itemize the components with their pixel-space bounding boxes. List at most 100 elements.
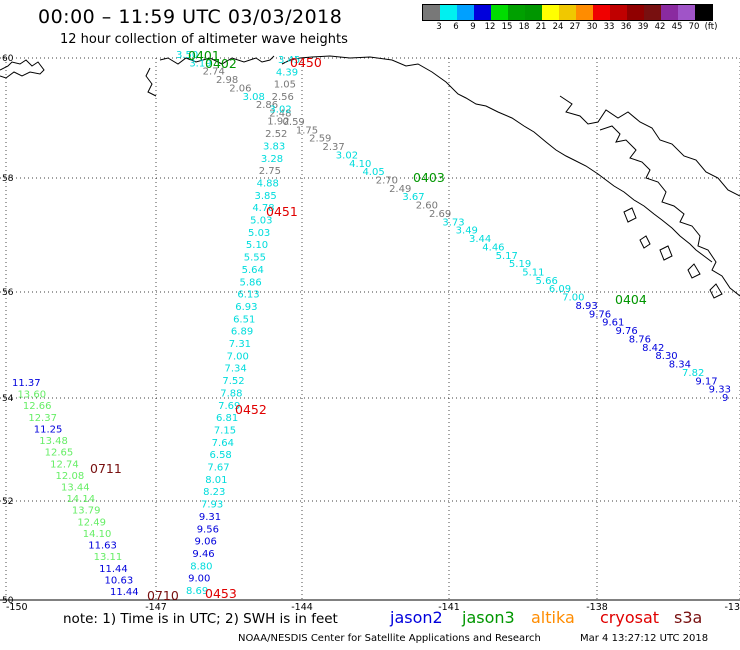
wave-height-value: 5.17 bbox=[496, 251, 518, 262]
wave-height-value: 9.61 bbox=[602, 318, 624, 329]
wave-height-value: 3.02 bbox=[336, 150, 358, 161]
legend-value: 3 bbox=[436, 22, 442, 32]
pass-time-label: 0401 bbox=[188, 48, 220, 63]
wave-height-value: 8.93 bbox=[576, 301, 598, 312]
wave-height-value: 9.00 bbox=[188, 574, 210, 585]
longitude-label: -141 bbox=[438, 602, 460, 613]
wave-height-value: 2.75 bbox=[259, 166, 281, 177]
wave-height-value: 2.59 bbox=[309, 134, 331, 145]
wave-height-value: 7.00 bbox=[227, 351, 249, 362]
wave-height-value: 8.69 bbox=[186, 586, 208, 597]
wave-height-value: 3.50 bbox=[176, 50, 198, 61]
legend-swatch bbox=[440, 5, 457, 20]
wave-height-value: 11.37 bbox=[12, 378, 41, 389]
wave-height-value: 2.48 bbox=[269, 109, 291, 120]
longitude-label: -138 bbox=[586, 602, 608, 613]
legend-value: 18 bbox=[518, 22, 530, 32]
latitude-labels: 60 58 56 54 52 50 bbox=[2, 54, 14, 606]
wave-height-value: 7.52 bbox=[222, 376, 244, 387]
wave-height-value: 3.85 bbox=[254, 191, 276, 202]
units-note: note: 1) Time is in UTC; 2) SWH is in fe… bbox=[63, 611, 338, 627]
wave-height-value: 3.49 bbox=[456, 226, 478, 237]
wave-height-value: 4.88 bbox=[257, 178, 279, 189]
legend-swatch bbox=[695, 5, 712, 20]
wave-height-value: 2.06 bbox=[229, 83, 251, 94]
wave-height-value: 12.08 bbox=[56, 471, 85, 482]
legend-color-bar bbox=[422, 4, 713, 21]
wave-height-value: 3.19 bbox=[189, 58, 211, 69]
wave-height-value: 5.64 bbox=[242, 265, 264, 276]
legend-value: 24 bbox=[552, 22, 564, 32]
coastline bbox=[0, 55, 740, 299]
wave-height-value: 12.37 bbox=[28, 413, 57, 424]
wave-height-value: 5.03 bbox=[250, 216, 272, 227]
pass-time-label: 0404 bbox=[615, 292, 647, 307]
color-legend: 3 6 9 12 15 18 21 24 27 30 33 36 39 42 45 70 (ft) bbox=[422, 4, 717, 33]
legend-swatch bbox=[576, 5, 593, 20]
satellite-s3a: s3a bbox=[674, 608, 703, 627]
wave-height-value: 7.34 bbox=[225, 364, 247, 375]
wave-height-value: 2.74 bbox=[203, 67, 225, 78]
wave-height-value: 2.86 bbox=[256, 100, 278, 111]
wave-height-value: 14.14 bbox=[66, 494, 95, 505]
legend-swatch bbox=[661, 5, 678, 20]
wave-height-value: 8.01 bbox=[205, 475, 227, 486]
wave-height-value: 4.78 bbox=[252, 203, 274, 214]
wave-height-value: 13.11 bbox=[94, 552, 123, 563]
wave-height-value: 5.55 bbox=[244, 253, 266, 264]
latitude-label: 54 bbox=[2, 394, 14, 404]
wave-height-value: 7.00 bbox=[562, 293, 584, 304]
wave-height-value: 1.75 bbox=[296, 125, 318, 136]
wave-height-value: 2.56 bbox=[272, 92, 294, 103]
legend-value: 27 bbox=[569, 22, 581, 32]
legend-value: 39 bbox=[637, 22, 649, 32]
legend-swatch bbox=[457, 5, 474, 20]
wave-height-value: 12.65 bbox=[45, 448, 74, 459]
longitude-label: -13 bbox=[724, 602, 740, 613]
wave-height-value: 13.44 bbox=[61, 483, 90, 494]
pass-time-label: 0710 bbox=[147, 588, 179, 603]
pass-time-label: 0402 bbox=[205, 56, 237, 71]
wave-height-value: 7.64 bbox=[212, 438, 234, 449]
legend-swatch bbox=[423, 5, 440, 20]
wave-height-value: 13.60 bbox=[17, 390, 46, 401]
wave-height-value: 4.46 bbox=[482, 242, 504, 253]
legend-swatch bbox=[491, 5, 508, 20]
altimeter-tracks: 3.503.192.742.982.063.082.862.480.591.75… bbox=[12, 50, 731, 598]
wave-height-value: 5.66 bbox=[536, 276, 558, 287]
coastline-kenai bbox=[159, 55, 275, 65]
track-a: 3.503.192.742.982.063.082.862.480.591.75… bbox=[176, 50, 731, 404]
latitude-label: 58 bbox=[2, 174, 14, 184]
wave-height-value: 6.13 bbox=[237, 290, 259, 301]
wave-height-value: 8.76 bbox=[629, 334, 651, 345]
wave-height-value: 10.63 bbox=[105, 575, 134, 586]
map-grid bbox=[0, 57, 740, 601]
track-c: 11.3713.6012.6612.3711.2513.4812.6512.74… bbox=[12, 378, 139, 598]
wave-height-value: 2.37 bbox=[322, 142, 344, 153]
legend-value: 21 bbox=[535, 22, 547, 32]
wave-height-value: 6.51 bbox=[233, 314, 255, 325]
pass-time-label: 0452 bbox=[235, 402, 267, 417]
wave-height-value: 4.10 bbox=[349, 159, 371, 170]
wave-height-value: 3.45 bbox=[278, 55, 300, 66]
track-b: 3.454.39 1.052.563.02 1.922.523.83 3.282.75… bbox=[186, 55, 300, 597]
latitude-label: 56 bbox=[2, 288, 14, 298]
coastline-southwest bbox=[0, 59, 45, 79]
legend-swatch bbox=[610, 5, 627, 20]
wave-height-value: 6.81 bbox=[216, 413, 238, 424]
wave-height-value: 6.93 bbox=[235, 302, 257, 313]
wave-height-value: 8.80 bbox=[190, 561, 212, 572]
longitude-label: -150 bbox=[6, 602, 28, 613]
wave-height-value: 3.28 bbox=[261, 154, 283, 165]
legend-swatch bbox=[474, 5, 491, 20]
wave-height-value: 9.76 bbox=[615, 326, 637, 337]
pass-time-label: 0450 bbox=[290, 55, 322, 70]
wave-height-value: 11.44 bbox=[110, 587, 139, 598]
latitude-label: 60 bbox=[2, 54, 14, 64]
wave-height-value: 7.15 bbox=[214, 425, 236, 436]
legend-swatch bbox=[542, 5, 559, 20]
wave-height-value: 2.60 bbox=[416, 201, 438, 212]
coastline-southeast bbox=[599, 125, 740, 297]
legend-swatch bbox=[678, 5, 695, 20]
